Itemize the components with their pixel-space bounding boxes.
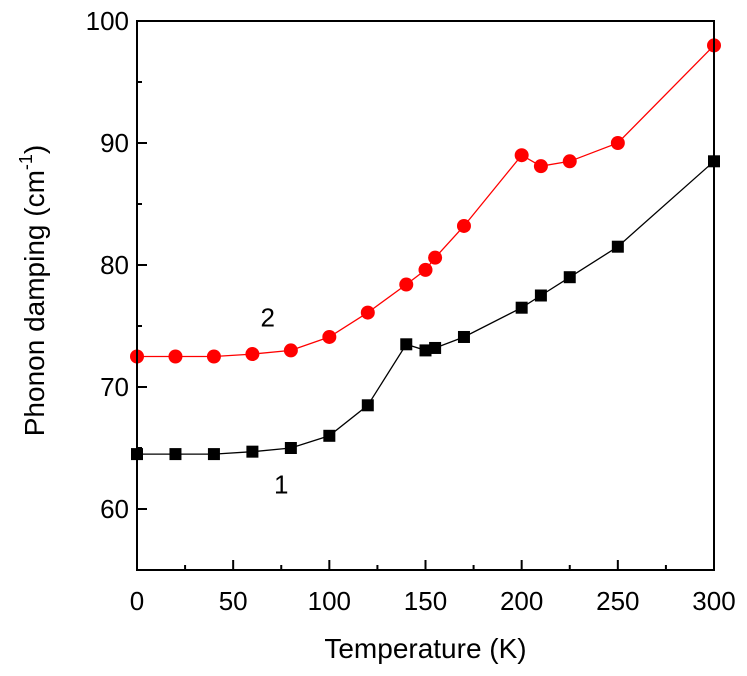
series-1-point [207,448,220,461]
series-1-point [169,448,182,461]
series-2-point [322,329,337,344]
x-tick-label: 150 [404,586,447,616]
series-2-point [428,250,443,265]
series-1-point [563,271,576,284]
series-2-point [399,277,414,292]
x-tick-label: 50 [219,586,248,616]
y-tick-label: 60 [100,494,129,524]
series-2-point [206,349,221,364]
x-tick-label: 250 [596,586,639,616]
y-tick-label: 70 [100,372,129,402]
series-2-point [533,159,548,174]
series-2-point [562,154,577,169]
series-1-point [284,442,297,454]
series-1-point [400,338,413,351]
series-2-point [456,218,471,233]
y-axis-title-close: ) [19,145,50,154]
series-1-point [534,289,547,302]
series-1-line [137,160,715,455]
series-label-1: 1 [274,470,288,500]
series-2-point [514,148,529,163]
series-layer [130,38,721,461]
x-axis-title: Temperature (K) [324,633,526,664]
series-1-point [457,330,470,343]
series-2-point [610,136,625,150]
series-2-point [168,349,183,364]
y-axis-title-superscript: -1 [16,154,36,170]
series-2-point [418,262,433,277]
series-2-point [245,347,260,362]
x-axis-ticks: 0 50 100 150 200 250 300 [130,560,736,616]
series-1-point [323,429,336,442]
plot-frame [136,20,715,571]
y-axis-title-main: Phonon damping (cm [19,170,50,436]
x-tick-label: 200 [500,586,543,616]
series-label-2: 2 [261,302,275,332]
y-axis-ticks: 60 70 80 90 100 [86,6,147,571]
series-1-point [361,399,374,412]
series-2-line [137,44,715,358]
y-tick-label: 80 [100,250,129,280]
x-tick-label: 100 [308,586,351,616]
y-axis-title: Phonon damping (cm-1) [16,145,50,437]
series-1-point [246,445,259,458]
series-2-point [360,305,375,320]
series-1-point [419,344,432,357]
series-1-point [515,301,528,314]
series-1-point [611,240,624,253]
y-tick-label: 90 [100,128,129,158]
y-tick-label: 100 [86,6,129,36]
x-tick-label: 0 [130,586,144,616]
series-2-point [283,343,298,358]
series-1-point [429,341,442,354]
x-tick-label: 300 [692,586,735,616]
